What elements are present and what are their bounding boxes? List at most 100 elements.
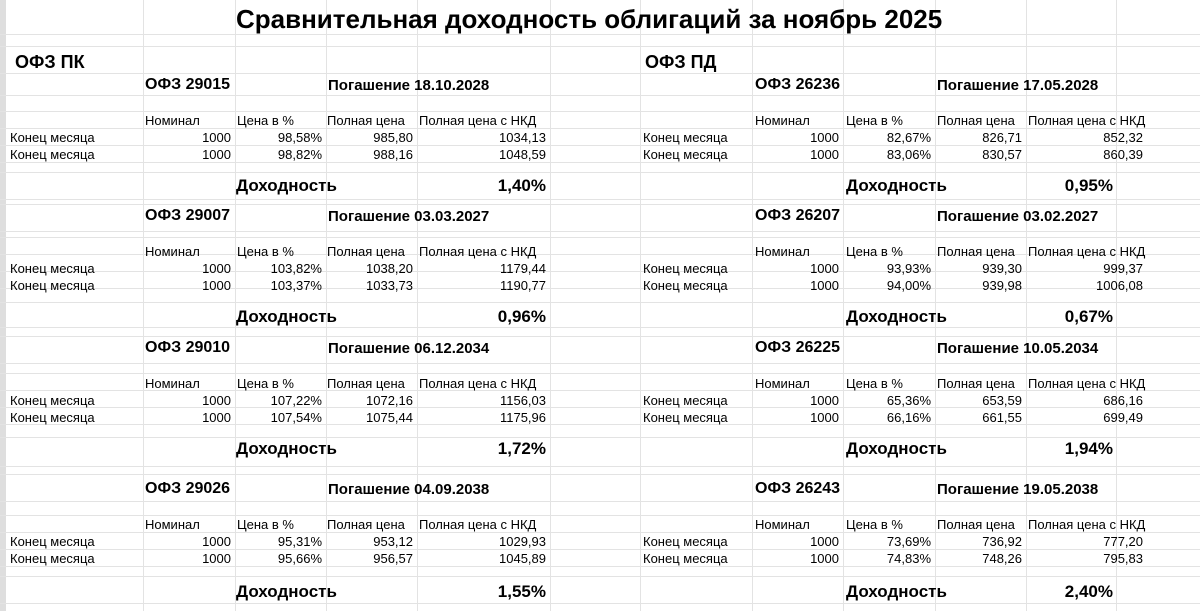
cell-value: 826,71 [982, 130, 1022, 145]
column-header: Полная цена с НКД [419, 517, 537, 532]
row-label: Конец месяца [643, 261, 728, 276]
grid-column-line [550, 0, 551, 611]
cell-value: 953,12 [373, 534, 413, 549]
cell-value: 1000 [810, 130, 839, 145]
yield-value: 1,72% [497, 439, 546, 458]
grid-row-line [0, 501, 1200, 502]
row-label: Конец месяца [10, 393, 95, 408]
column-header: Полная цена с НКД [1028, 113, 1146, 128]
cell-value: 1000 [202, 261, 231, 276]
bond-name: ОФЗ 26236 [755, 76, 841, 93]
yield-value: 1,94% [1064, 439, 1113, 458]
grid-row-line [0, 128, 1200, 129]
cell-value: 1038,20 [366, 261, 413, 276]
cell-value: 65,36% [886, 393, 931, 408]
column-header: Номинал [755, 376, 810, 391]
grid-row-line [0, 424, 1200, 425]
grid-row-line [0, 199, 1200, 200]
column-header: Полная цена [327, 244, 405, 259]
yield-label: Доходность [846, 582, 947, 601]
bond-maturity: Погашение 06.12.2034 [328, 340, 490, 357]
cell-value: 1175,96 [499, 410, 546, 425]
row-label: Конец месяца [643, 551, 728, 566]
cell-value: 1045,89 [499, 551, 546, 566]
cell-value: 1000 [810, 261, 839, 276]
cell-value: 985,80 [373, 130, 413, 145]
cell-value: 82,67% [886, 130, 931, 145]
column-header: Цена в % [846, 113, 903, 128]
grid-row-line [0, 73, 1200, 74]
cell-value: 1000 [202, 130, 231, 145]
cell-value: 1000 [810, 551, 839, 566]
yield-value: 0,95% [1064, 176, 1113, 195]
cell-value: 98,82% [277, 147, 322, 162]
grid-row-line [0, 46, 1200, 47]
grid-row-line [0, 390, 1200, 391]
yield-value: 1,55% [497, 582, 546, 601]
row-label: Конец месяца [643, 147, 728, 162]
row-label: Конец месяца [643, 410, 728, 425]
section-title: ОФЗ ПД [645, 52, 717, 72]
yield-value: 1,40% [497, 176, 546, 195]
cell-value: 736,92 [982, 534, 1022, 549]
grid-row-line [0, 363, 1200, 364]
cell-value: 107,22% [270, 393, 322, 408]
cell-value: 830,57 [982, 147, 1022, 162]
grid-row-line [0, 566, 1200, 567]
row-label: Конец месяца [10, 534, 95, 549]
sheet-left-edge [0, 0, 6, 611]
column-header: Полная цена [937, 113, 1015, 128]
column-header: Полная цена [327, 376, 405, 391]
cell-value: 107,54% [270, 410, 322, 425]
yield-label: Доходность [236, 176, 337, 195]
bond-maturity: Погашение 03.02.2027 [937, 208, 1099, 225]
cell-value: 94,00% [886, 278, 931, 293]
row-label: Конец месяца [10, 410, 95, 425]
yield-label: Доходность [846, 176, 947, 195]
cell-value: 1000 [202, 278, 231, 293]
column-header: Полная цена с НКД [419, 244, 537, 259]
column-header: Номинал [755, 244, 810, 259]
cell-value: 83,06% [886, 147, 931, 162]
yield-label: Доходность [236, 582, 337, 601]
column-header: Полная цена [327, 517, 405, 532]
cell-value: 1000 [202, 410, 231, 425]
grid-column-line [235, 0, 236, 611]
row-label: Конец месяца [643, 130, 728, 145]
bond-maturity: Погашение 10.05.2034 [937, 340, 1099, 357]
grid-row-line [0, 336, 1200, 337]
cell-value: 1000 [202, 393, 231, 408]
column-header: Цена в % [237, 517, 294, 532]
column-header: Цена в % [237, 113, 294, 128]
grid-column-line [417, 0, 418, 611]
row-label: Конец месяца [643, 534, 728, 549]
column-header: Цена в % [237, 376, 294, 391]
column-header: Полная цена с НКД [1028, 517, 1146, 532]
grid-row-line [0, 145, 1200, 146]
cell-value: 1006,08 [1096, 278, 1143, 293]
grid-row-line [0, 515, 1200, 516]
cell-value: 1156,03 [499, 393, 546, 408]
column-header: Цена в % [237, 244, 294, 259]
bond-name: ОФЗ 26243 [755, 480, 841, 497]
grid-row-line [0, 231, 1200, 232]
cell-value: 1190,77 [499, 278, 546, 293]
grid-row-line [0, 237, 1200, 238]
row-label: Конец месяца [10, 278, 95, 293]
row-label: Конец месяца [10, 551, 95, 566]
grid-column-line [640, 0, 641, 611]
grid-row-line [0, 474, 1200, 475]
cell-value: 1000 [810, 278, 839, 293]
column-header: Номинал [755, 517, 810, 532]
cell-value: 748,26 [982, 551, 1022, 566]
column-header: Цена в % [846, 376, 903, 391]
bond-name: ОФЗ 29015 [145, 76, 231, 93]
column-header: Номинал [145, 244, 200, 259]
grid-row-line [0, 162, 1200, 163]
column-header: Полная цена с НКД [1028, 376, 1146, 391]
cell-value: 66,16% [886, 410, 931, 425]
cell-value: 852,32 [1103, 130, 1143, 145]
yield-value: 0,96% [497, 307, 546, 326]
cell-value: 939,30 [982, 261, 1022, 276]
grid-row-line [0, 327, 1200, 328]
